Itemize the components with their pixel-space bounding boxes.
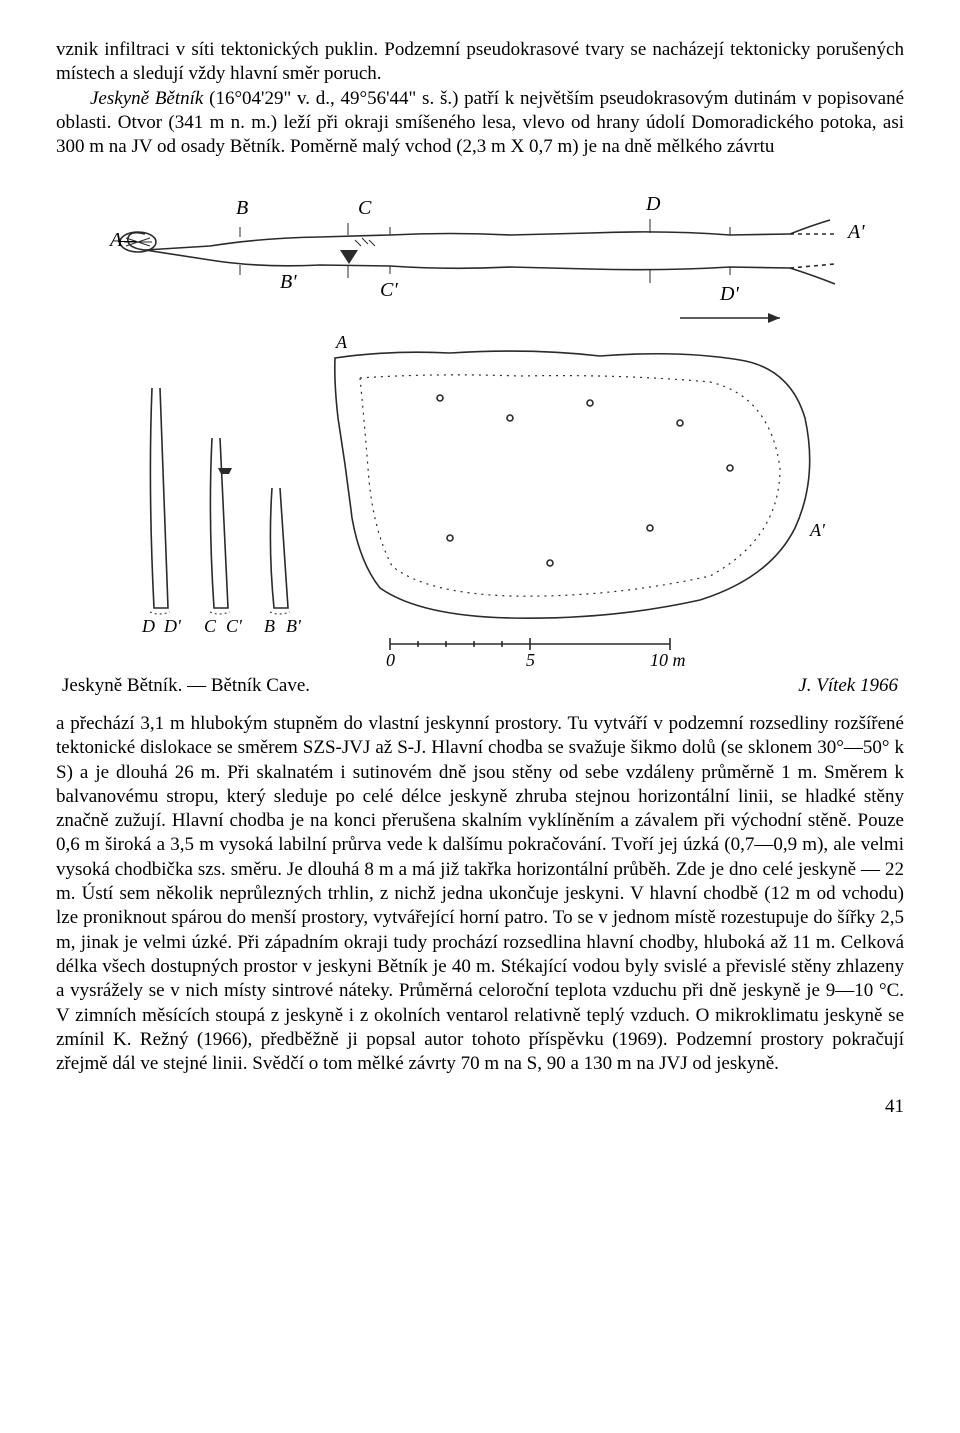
scale-5: 5 — [526, 650, 535, 668]
scale-10: 10 m — [650, 650, 686, 668]
p1-italic: Jeskyně Bětník — [90, 88, 203, 109]
lbl-A1: A' — [846, 221, 865, 243]
cave-svg: A — A' B B' C C' D D' A A' — [90, 168, 870, 668]
lbl-B1: B' — [280, 271, 297, 293]
lbl-C1: C' — [380, 279, 398, 301]
lbl-B: B — [236, 197, 248, 219]
body-paragraph-1b: Jeskyně Bětník (16°04'29" v. d., 49°56'4… — [56, 87, 904, 160]
figure-caption: Jeskyně Bětník. — Bětník Cave. J. Vítek … — [62, 674, 898, 698]
body-paragraph-2: a přechází 3,1 m hlubokým stupněm do vla… — [56, 712, 904, 1077]
body-paragraph-1: vznik infiltraci v síti tektonických puk… — [56, 38, 904, 87]
xs-B1: B' — [286, 616, 302, 636]
xs-D1: D' — [163, 616, 182, 636]
plan-lbl-A1: A' — [809, 520, 826, 540]
lbl-D: D — [645, 193, 661, 215]
xs-D: D — [141, 616, 155, 636]
scale-0: 0 — [386, 650, 395, 668]
p1-text: vznik infiltraci v síti tektonických puk… — [56, 39, 904, 84]
xs-C1: C' — [226, 616, 243, 636]
svg-text:—: — — [117, 229, 136, 251]
lbl-D1: D' — [719, 283, 739, 305]
cave-figure: A — A' B B' C C' D D' A A' — [90, 168, 870, 668]
plan-lbl-A: A — [335, 332, 348, 352]
page-number: 41 — [56, 1095, 904, 1119]
lbl-C: C — [358, 197, 372, 219]
xs-C: C — [204, 616, 217, 636]
caption-left: Jeskyně Bětník. — Bětník Cave. — [62, 674, 310, 698]
xs-B: B — [264, 616, 275, 636]
caption-right: J. Vítek 1966 — [798, 674, 898, 698]
